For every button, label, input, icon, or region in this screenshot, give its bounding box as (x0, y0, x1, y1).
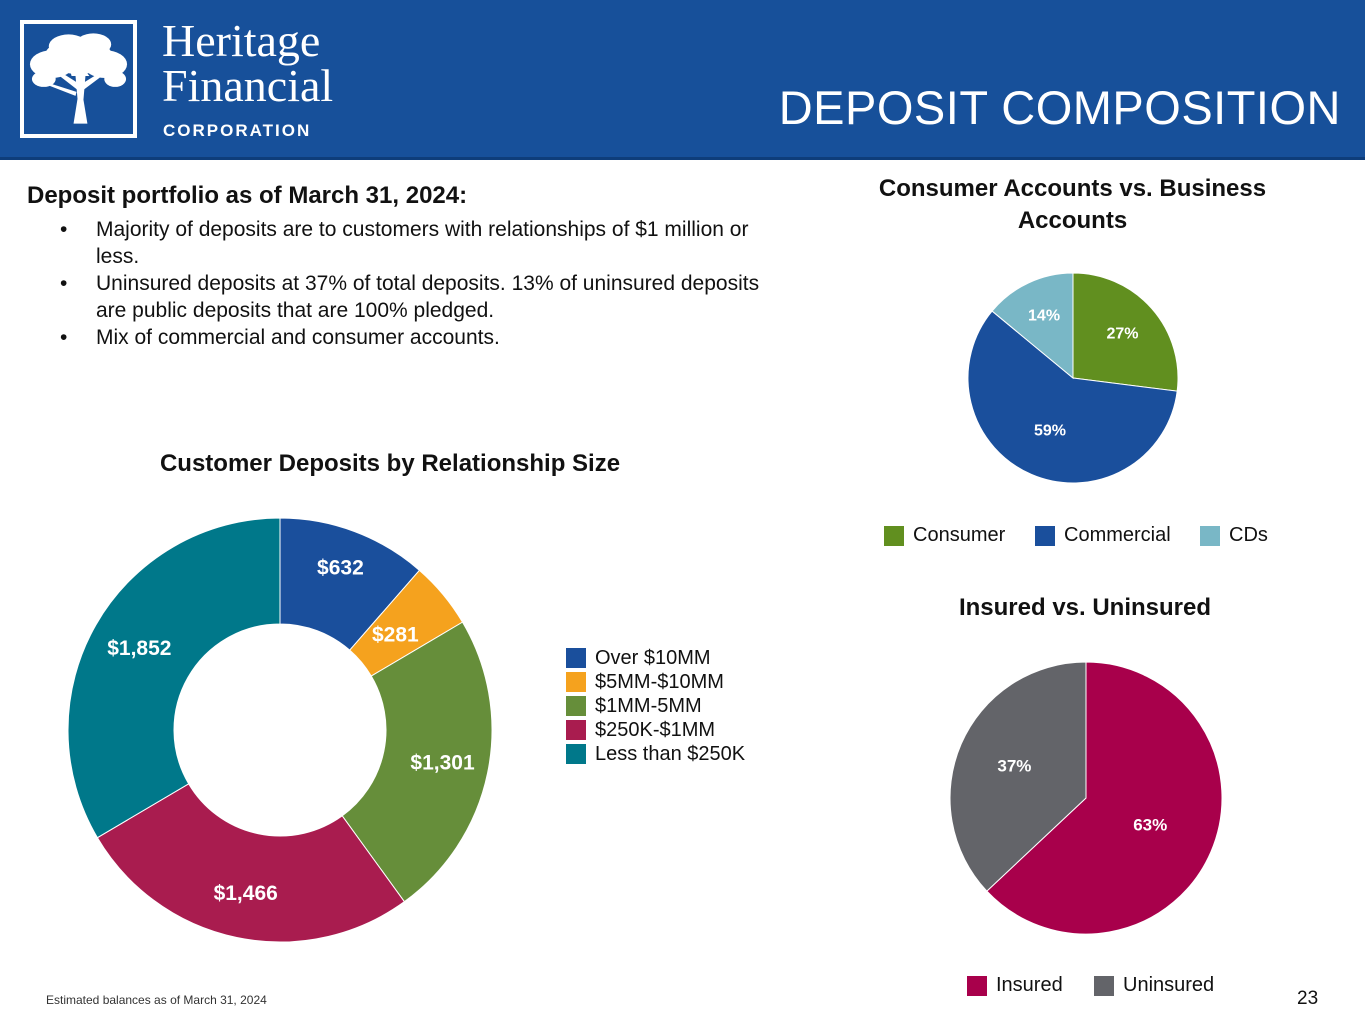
legend-item-insured: Insured (967, 974, 1094, 997)
consumer-business-slice-2 (991, 272, 1074, 380)
donut-data-label-3: $1,466 (214, 882, 278, 905)
header-banner: Heritage Financial CORPORATION DEPOSIT C… (0, 0, 1365, 160)
legend-label: Commercial (1064, 524, 1171, 546)
bullet-marker: • (60, 218, 68, 241)
consumer-business-data-label-0: 27% (1106, 326, 1138, 343)
legend-label: Less than $250K (595, 742, 746, 765)
legend-item-over-10mm: Over $10MM (566, 646, 745, 670)
legend-swatch (566, 672, 586, 692)
legend-item-cds: CDs (1200, 524, 1268, 547)
legend-label: Over $10MM (595, 646, 711, 669)
legend-swatch (566, 744, 586, 764)
insured-uninsured-legend: Insured Uninsured (967, 974, 1214, 997)
legend-label: CDs (1229, 524, 1268, 546)
legend-swatch (967, 975, 987, 996)
legend-label: $1MM-5MM (595, 694, 702, 717)
donut-data-label-4: $1,852 (107, 637, 171, 660)
legend-label: Consumer (913, 524, 1006, 546)
bullet-list: • Majority of deposits are to customers w… (60, 216, 760, 351)
bullet-marker: • (60, 326, 68, 349)
insured-uninsured-slice-1 (949, 661, 1087, 892)
logo-line-2: Financial (162, 60, 334, 111)
logo-line-1: Heritage (162, 15, 321, 66)
bullet-text: Uninsured deposits at 37% of total depos… (96, 272, 760, 322)
legend-item-250k-1mm: $250K-$1MM (566, 718, 745, 742)
donut-slice-4 (67, 517, 281, 839)
donut-data-label-0: $632 (317, 557, 364, 580)
legend-label: $250K-$1MM (595, 718, 716, 741)
legend-item-commercial: Commercial (1035, 524, 1200, 547)
legend-item-uninsured: Uninsured (1094, 974, 1214, 997)
footnote: Estimated balances as of March 31, 2024 (46, 993, 267, 1007)
insured-uninsured-chart-title: Insured vs. Uninsured (958, 594, 1212, 621)
consumer-business-legend: Consumer Commercial CDs (884, 524, 1268, 547)
legend-swatch (1200, 525, 1220, 546)
page-title: DEPOSIT COMPOSITION (778, 81, 1341, 134)
legend-item-5mm-10mm: $5MM-$10MM (566, 670, 745, 694)
bullet-item: • Majority of deposits are to customers w… (60, 216, 760, 270)
insured-uninsured-data-label-1: 37% (997, 757, 1031, 776)
legend-swatch (566, 696, 586, 716)
donut-data-label-2: $1,301 (410, 751, 475, 774)
consumer-business-chart-title: Consumer Accounts vs. Business Accounts (878, 175, 1267, 234)
donut-slice-2 (341, 621, 493, 903)
legend-swatch (1035, 525, 1055, 546)
legend-item-consumer: Consumer (884, 524, 1035, 547)
logo-wordmark: Heritage Financial (162, 15, 334, 111)
legend-item-less-than-250k: Less than $250K (566, 742, 745, 766)
bullet-marker: • (60, 272, 68, 295)
legend-swatch (884, 525, 904, 546)
donut-data-label-1: $281 (372, 624, 419, 647)
oak-tree-logo-icon (20, 20, 137, 138)
bullet-item: • Mix of commercial and consumer accounts… (60, 324, 760, 351)
legend-swatch (1094, 975, 1114, 996)
legend-swatch (566, 720, 586, 740)
bullet-text: Mix of commercial and consumer accounts. (96, 326, 500, 349)
consumer-business-slice-1 (967, 310, 1178, 484)
bullet-text: Majority of deposits are to customers wi… (96, 218, 749, 268)
legend-label: $5MM-$10MM (595, 670, 724, 693)
legend-label: Uninsured (1123, 974, 1215, 996)
donut-legend: Over $10MM $5MM-$10MM $1MM-5MM $250K-$1M… (566, 646, 745, 766)
consumer-business-data-label-1: 59% (1034, 422, 1066, 439)
legend-label: Insured (996, 974, 1063, 996)
donut-chart-title: Customer Deposits by Relationship Size (159, 450, 621, 477)
consumer-business-slice-0 (1072, 272, 1179, 392)
legend-item-1mm-5mm: $1MM-5MM (566, 694, 745, 718)
bullet-item: • Uninsured deposits at 37% of total depo… (60, 270, 760, 324)
intro-heading: Deposit portfolio as of March 31, 2024: (27, 182, 468, 209)
legend-swatch (566, 648, 586, 668)
donut-slice-3 (96, 783, 406, 943)
insured-uninsured-data-label-0: 63% (1133, 815, 1167, 834)
consumer-business-data-label-2: 14% (1028, 308, 1060, 325)
insured-uninsured-slice-0 (986, 661, 1223, 935)
logo-line-3: CORPORATION (163, 121, 312, 140)
page-number: 23 (1297, 988, 1319, 1009)
